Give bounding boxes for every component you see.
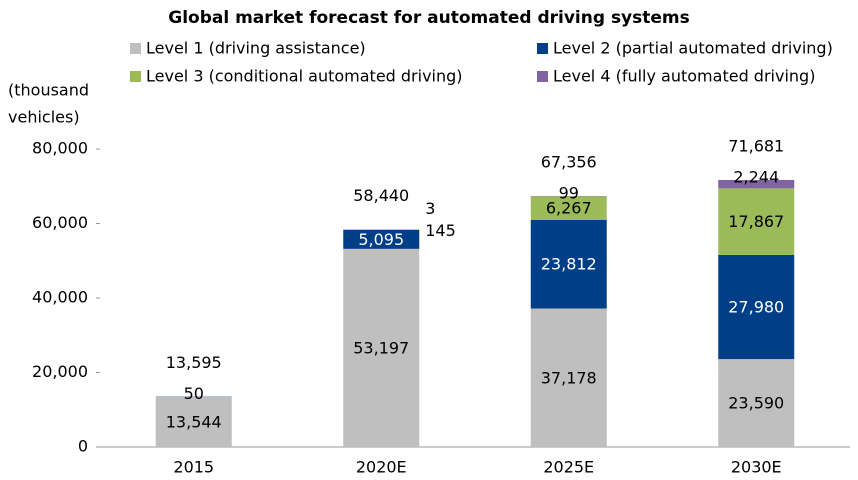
total-label: 13,595 [166,353,222,372]
bar-segment [155,396,232,447]
chart-title: Global market forecast for automated dri… [168,8,690,28]
bar-segment [718,179,795,189]
y-tick-label: 0 [78,437,88,456]
data-label: 37,178 [541,368,597,387]
data-label: 50 [184,384,204,403]
legend-swatch [537,71,548,82]
bar-segment [718,359,795,447]
legend-label: Level 2 (partial automated driving) [553,39,833,58]
data-label: 99 [559,184,579,203]
data-label: 6,267 [546,199,592,218]
bar-segment [530,196,607,220]
data-label: 53,197 [353,338,409,357]
data-label: 2,244 [733,167,779,186]
bar-segment [343,229,420,249]
x-tick-label: 2015 [173,458,214,477]
legend-label: Level 1 (driving assistance) [146,39,366,58]
data-label: 145 [425,221,456,240]
bar-segment [530,308,607,447]
legend-label: Level 4 (fully automated driving) [553,67,815,86]
total-label: 67,356 [541,153,597,172]
data-label: 23,812 [541,255,597,274]
y-tick-label: 80,000 [32,139,88,158]
y-tick-label: 20,000 [32,362,88,381]
y-tick-label: 40,000 [32,288,88,307]
data-label: 13,544 [166,412,222,431]
data-label: 27,980 [728,298,784,317]
x-tick-label: 2020E [356,458,407,477]
bar-segment [530,219,607,309]
data-label: 17,867 [728,212,784,231]
bar-segment [343,248,420,447]
y-axis-label: (thousand [8,81,89,100]
y-tick-label: 60,000 [32,213,88,232]
data-label: 3 [425,199,435,218]
total-label: 58,440 [353,186,409,205]
total-label: 71,681 [728,136,784,155]
data-label: 23,590 [728,394,784,413]
bar-segment [718,254,795,360]
x-tick-label: 2025E [543,458,594,477]
x-tick-label: 2030E [731,458,782,477]
legend-swatch [537,43,548,54]
bar-segment [718,188,795,255]
legend-label: Level 3 (conditional automated driving) [146,67,463,86]
legend-swatch [130,43,141,54]
data-label: 5,095 [358,230,404,249]
y-axis-label: vehicles) [8,108,80,127]
legend-swatch [130,71,141,82]
bar-segment [343,229,420,230]
